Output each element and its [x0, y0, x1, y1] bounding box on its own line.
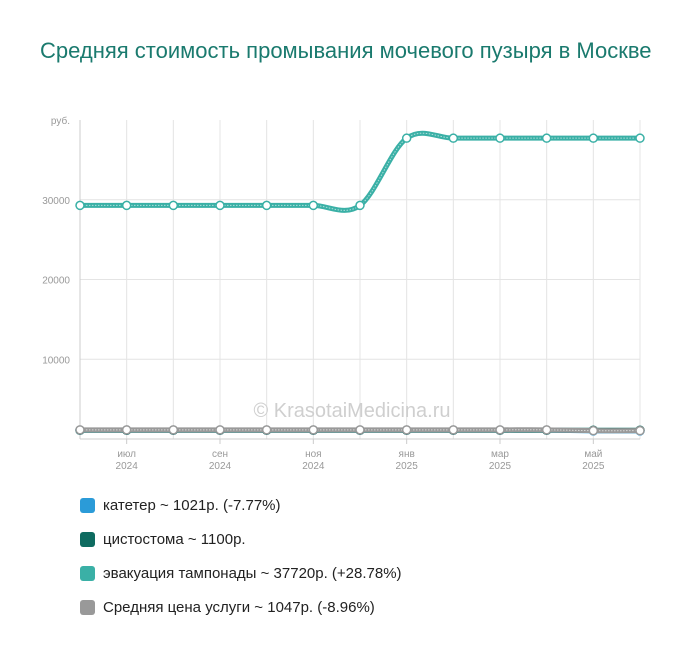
legend-label: Средняя цена услуги ~ 1047р. (-8.96%): [103, 598, 375, 616]
x-tick-label-month: июл: [117, 449, 136, 460]
data-point: [635, 133, 645, 143]
x-tick-label-year: 2025: [582, 461, 605, 472]
x-tick-label-month: май: [584, 449, 602, 460]
data-point: [635, 425, 645, 436]
data-point: [308, 425, 319, 435]
data-point: [75, 425, 85, 435]
x-tick-label-year: 2024: [116, 461, 139, 472]
data-point: [121, 425, 132, 435]
data-point: [168, 200, 179, 211]
legend-label: эвакуация тампонады ~ 37720р. (+28.78%): [103, 564, 402, 582]
data-point: [541, 425, 552, 435]
series-2: [75, 130, 645, 213]
legend-swatch: [80, 531, 95, 547]
data-point: [168, 425, 179, 435]
line-chart: 100002000030000руб.июл2024сен2024ноя2024…: [42, 115, 645, 472]
legend-item: катетер ~ 1021р. (-7.77%): [80, 488, 402, 522]
data-point: [588, 425, 599, 436]
data-point: [215, 425, 225, 435]
data-point: [448, 133, 459, 143]
data-point: [215, 200, 225, 211]
legend-item: Средняя цена услуги ~ 1047р. (-8.96%): [80, 590, 402, 624]
watermark: © KrasotaiMedicina.ru: [253, 400, 450, 422]
legend-label: катетер ~ 1021р. (-7.77%): [103, 496, 281, 514]
data-point: [401, 133, 412, 143]
data-point: [261, 200, 272, 211]
legend-label: цистостома ~ 1100р.: [103, 530, 246, 548]
data-point: [75, 200, 85, 211]
data-point: [355, 200, 365, 211]
data-point: [401, 425, 412, 435]
chart-title: Средняя стоимость промывания мочевого пу…: [40, 38, 652, 63]
data-point: [588, 133, 599, 143]
legend-item: эвакуация тампонады ~ 37720р. (+28.78%): [80, 556, 402, 590]
legend-swatch: [80, 599, 95, 615]
x-tick-label-month: мар: [491, 449, 509, 460]
x-tick-label-month: янв: [399, 449, 415, 460]
x-tick-label-year: 2024: [209, 461, 232, 472]
data-point: [261, 425, 272, 435]
data-point: [541, 133, 552, 143]
legend-swatch: [80, 565, 95, 581]
y-tick-label: 10000: [42, 355, 70, 366]
data-point: [308, 200, 319, 211]
chart-legend: катетер ~ 1021р. (-7.77%) цистостома ~ 11…: [80, 488, 402, 624]
data-point: [355, 425, 365, 435]
x-tick-label-year: 2024: [302, 461, 325, 472]
y-tick-label: 30000: [42, 196, 70, 207]
x-tick-label-year: 2025: [489, 461, 512, 472]
y-axis-label: руб.: [51, 115, 70, 127]
x-tick-label-year: 2025: [396, 461, 419, 472]
legend-item: цистостома ~ 1100р.: [80, 522, 402, 556]
data-point: [448, 425, 459, 435]
data-point: [495, 133, 505, 143]
data-point: [121, 200, 132, 211]
y-tick-label: 20000: [42, 276, 70, 287]
data-point: [495, 425, 505, 435]
legend-swatch: [80, 497, 95, 513]
series-3: [75, 425, 645, 436]
x-tick-label-month: ноя: [305, 449, 322, 460]
x-tick-label-month: сен: [212, 449, 228, 460]
